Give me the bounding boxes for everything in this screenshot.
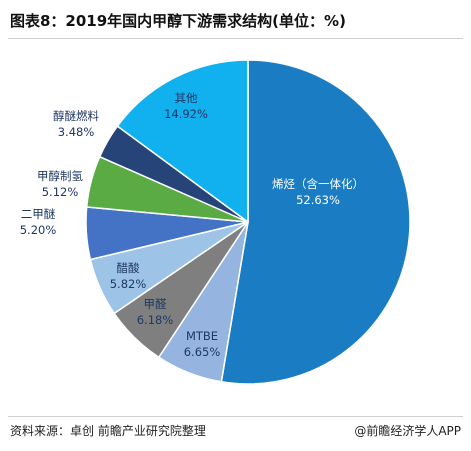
- slice-name-6: 甲醇制氢: [37, 169, 83, 183]
- slice-name-1: 烯烃（含一体化）: [272, 177, 364, 191]
- slice-value-3: 6.18%: [137, 313, 174, 327]
- slice-value-6: 5.12%: [42, 185, 79, 199]
- slice-name-2: MTBE: [186, 329, 218, 343]
- slice-label-6: 甲醇制氢 5.12%: [37, 169, 83, 199]
- chart-title: 图表8：2019年国内甲醇下游需求结构(单位：%): [10, 12, 346, 30]
- slice-value-5: 5.20%: [20, 223, 57, 237]
- title-divider: [8, 38, 463, 39]
- slice-value-7: 3.48%: [58, 125, 95, 139]
- source-note: 资料来源：卓创 前瞻产业研究院整理: [10, 424, 206, 438]
- slice-label-7: 醇醚燃料 3.48%: [53, 109, 99, 139]
- slice-value-1: 52.63%: [296, 193, 340, 207]
- footer-divider: [8, 416, 463, 417]
- slice-label-4: 醋酸 5.82%: [110, 261, 147, 291]
- slice-value-8: 14.92%: [164, 107, 208, 121]
- slice-name-8: 其他: [175, 91, 198, 105]
- slice-name-3: 甲醛: [144, 297, 167, 311]
- pie-slice-1: [220, 59, 411, 385]
- slice-label-3: 甲醛 6.18%: [137, 297, 174, 327]
- slice-name-5: 二甲醚: [21, 207, 56, 221]
- slice-value-2: 6.65%: [184, 345, 221, 359]
- slice-label-2: MTBE 6.65%: [184, 329, 221, 359]
- slice-value-4: 5.82%: [110, 277, 147, 291]
- slice-label-8: 其他 14.92%: [164, 91, 208, 121]
- slice-name-7: 醇醚燃料: [53, 109, 99, 123]
- slice-name-4: 醋酸: [117, 261, 140, 275]
- slice-label-1: 烯烃（含一体化） 52.63%: [272, 177, 364, 207]
- pie-chart: 烯烃（含一体化） 52.63% MTBE 6.65% 甲醛 6.18% 醋酸 5.82% 二甲醚…: [20, 59, 411, 385]
- slice-label-5: 二甲醚 5.20%: [20, 207, 57, 237]
- brand-credit: @前瞻经济学人APP: [354, 424, 461, 438]
- pie-slice-8: [116, 59, 249, 224]
